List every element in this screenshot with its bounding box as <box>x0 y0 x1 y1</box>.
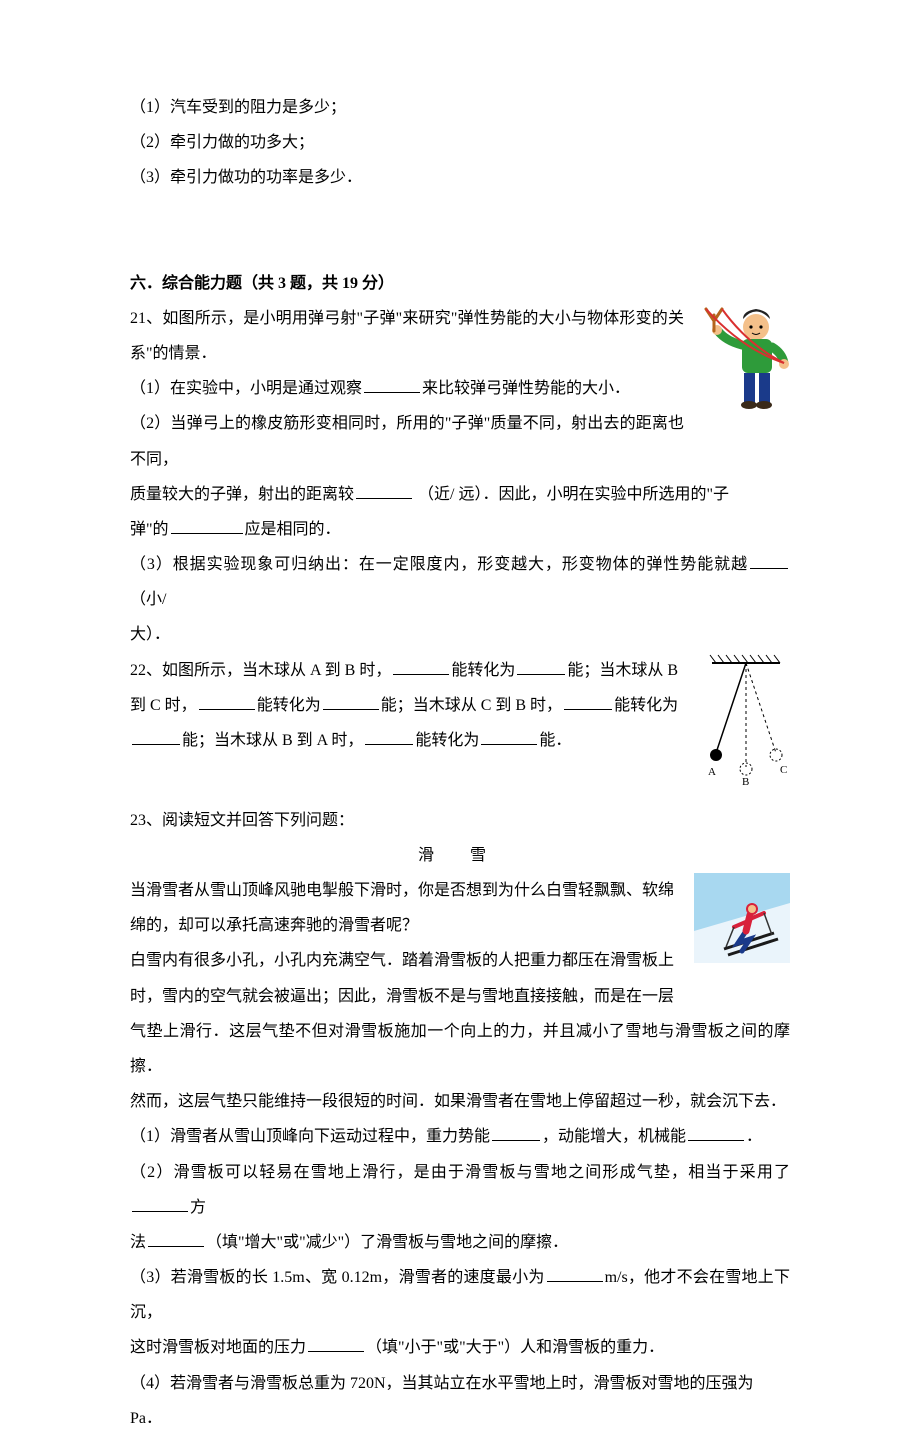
q22-d: 到 C 时， <box>130 697 197 714</box>
q22-b: 能转化为 <box>451 662 515 679</box>
q23-body1: 当滑雪者从雪山顶峰风驰电掣般下滑时，你是否想到为什么白雪轻飘飘、软绵 <box>130 873 790 908</box>
q23-title: 滑 雪 <box>130 838 790 873</box>
q23-p1a: （1）滑雪者从雪山顶峰向下运动过程中，重力势能 <box>130 1128 490 1145</box>
q23-p1b: ，动能增大，机械能 <box>542 1128 686 1145</box>
q23-body4: 时，雪内的空气就会被逼出；因此，滑雪板不是与雪地直接接触，而是在一层 <box>130 979 790 1014</box>
svg-text:C: C <box>780 764 787 776</box>
blank <box>364 377 420 393</box>
q21-p2b: 质量较大的子弹，射出的距离较 <box>130 486 354 503</box>
q23-p2a: （2）滑雪板可以轻易在雪地上滑行，是由于滑雪板与雪地之间形成气垫，相当于采用了 <box>130 1164 790 1181</box>
q23-body6: 然而，这层气垫只能维持一段很短的时间．如果滑雪者在雪地上停留超过一秒，就会沉下去… <box>130 1084 790 1119</box>
q21-p1a: （1）在实验中，小明是通过观察 <box>130 380 362 397</box>
q23-p3c: 这时滑雪板对地面的压力 <box>130 1339 306 1356</box>
q23-p2c: 法 <box>130 1234 146 1251</box>
q23-p4-l1: （4）若滑雪者与滑雪板总重为 720N，当其站立在水平雪地上时，滑雪板对雪地的压… <box>130 1366 790 1401</box>
spacer <box>130 196 790 266</box>
blank <box>564 694 612 710</box>
q21-p3a: （3）根据实验现象可归纳出：在一定限度内，形变越大，形变物体的弹性势能就越 <box>130 556 748 573</box>
image-pendulum: A B C <box>702 653 790 785</box>
q21-p2a: （2）当弹弓上的橡皮筋形变相同时，所用的"子弹"质量不同，射出去的距离也不同， <box>130 406 790 476</box>
blank <box>517 659 565 675</box>
blank <box>547 1266 603 1282</box>
q21-p2-line2: 质量较大的子弹，射出的距离较 （近/ 远）．因此，小明在实验中所选用的"子 <box>130 477 790 512</box>
section6-title: 六．综合能力题（共 3 题，共 19 分） <box>130 266 790 301</box>
q23-body5: 气垫上滑行．这层气垫不但对滑雪板施加一个向上的力，并且减小了雪地与滑雪板之间的摩… <box>130 1014 790 1084</box>
q22-e: 能转化为 <box>257 697 321 714</box>
q20-sub3: （3）牵引力做功的功率是多少． <box>130 160 790 195</box>
q22-line2: 到 C 时， 能转化为 能；当木球从 C 到 B 时， 能转化为 <box>130 688 790 723</box>
blank <box>356 483 412 499</box>
svg-text:A: A <box>708 766 716 778</box>
q21-p3b: （小/ <box>130 591 166 608</box>
image-slingshot <box>692 301 790 421</box>
q23-p1c: ． <box>746 1128 762 1145</box>
blank <box>308 1336 364 1352</box>
q21-p2-line3: 弹"的 应是相同的． <box>130 512 790 547</box>
q22-line1: 22、如图所示，当木球从 A 到 B 时， 能转化为 能；当木球从 B <box>130 653 790 688</box>
blank <box>171 518 243 534</box>
q23-p4-l2: Pa． <box>130 1401 790 1436</box>
q23-body3: 白雪内有很多小孔，小孔内充满空气．踏着滑雪板的人把重力都压在滑雪板上 <box>130 943 790 978</box>
q20-sub2: （2）牵引力做的功多大； <box>130 125 790 160</box>
blank <box>132 729 180 745</box>
q23-p3a: （3）若滑雪板的长 1.5m、宽 0.12m，滑雪者的速度最小为 <box>130 1269 545 1286</box>
q22-line3: 能；当木球从 B 到 A 时， 能转化为 能． <box>130 723 790 758</box>
q23-p2b: 方 <box>190 1199 206 1216</box>
q23-p2-l1: （2）滑雪板可以轻易在雪地上滑行，是由于滑雪板与雪地之间形成气垫，相当于采用了方 <box>130 1155 790 1225</box>
q21-p3: （3）根据实验现象可归纳出：在一定限度内，形变越大，形变物体的弹性势能就越 （小… <box>130 547 790 617</box>
q23-p3-l2: 这时滑雪板对地面的压力 （填"小于"或"大于"）人和滑雪板的重力． <box>130 1330 790 1365</box>
blank <box>492 1125 540 1141</box>
spacer <box>130 785 790 803</box>
q21-p2e: 应是相同的． <box>245 521 341 538</box>
blank <box>481 729 537 745</box>
q23-p1: （1）滑雪者从雪山顶峰向下运动过程中，重力势能 ，动能增大，机械能 ． <box>130 1119 790 1154</box>
blank <box>323 694 379 710</box>
blank <box>199 694 255 710</box>
blank <box>132 1196 188 1212</box>
blank <box>365 729 413 745</box>
blank <box>688 1125 744 1141</box>
svg-text:B: B <box>742 776 749 785</box>
q23-p3d: （填"小于"或"大于"）人和滑雪板的重力． <box>366 1339 664 1356</box>
q22-j: 能． <box>539 732 571 749</box>
q23-p2d: （填"增大"或"减少"）了滑雪板与雪地之间的摩擦． <box>206 1234 568 1251</box>
q22-f: 能；当木球从 C 到 B 时， <box>381 697 562 714</box>
q21-intro: 21、如图所示，是小明用弹弓射"子弹"来研究"弹性势能的大小与物体形变的关系"的… <box>130 301 790 371</box>
q22-g: 能转化为 <box>614 697 678 714</box>
q20-sub1: （1）汽车受到的阻力是多少； <box>130 90 790 125</box>
q22-a: 22、如图所示，当木球从 A 到 B 时， <box>130 662 391 679</box>
q22-c: 能；当木球从 B <box>567 662 678 679</box>
q22-h: 能；当木球从 B 到 A 时， <box>182 732 363 749</box>
q21-p3c: 大）． <box>130 617 790 652</box>
q21-p2d: 弹"的 <box>130 521 169 538</box>
blank <box>750 553 788 569</box>
q22-i: 能转化为 <box>415 732 479 749</box>
q23-p2-l2: 法 （填"增大"或"减少"）了滑雪板与雪地之间的摩擦． <box>130 1225 790 1260</box>
q21-p1b: 来比较弹弓弹性势能的大小． <box>422 380 630 397</box>
blank <box>148 1231 204 1247</box>
q21-p2c: （近/ 远）．因此，小明在实验中所选用的"子 <box>418 486 729 503</box>
image-skier <box>694 873 790 963</box>
q23-p3-l1: （3）若滑雪板的长 1.5m、宽 0.12m，滑雪者的速度最小为m/s，他才不会… <box>130 1260 790 1330</box>
q23-body2: 绵的，却可以承托高速奔驰的滑雪者呢？ <box>130 908 790 943</box>
q23-lead: 23、阅读短文并回答下列问题： <box>130 803 790 838</box>
q21-p1: （1）在实验中，小明是通过观察 来比较弹弓弹性势能的大小． <box>130 371 790 406</box>
blank <box>393 659 449 675</box>
